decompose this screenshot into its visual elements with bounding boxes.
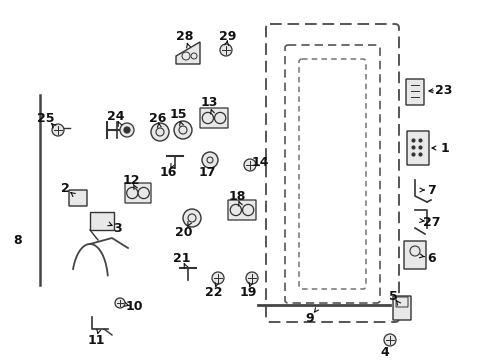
FancyBboxPatch shape xyxy=(403,241,425,269)
Circle shape xyxy=(115,298,125,308)
Circle shape xyxy=(182,52,190,60)
Text: 2: 2 xyxy=(61,181,69,194)
Text: 20: 20 xyxy=(175,226,192,239)
Text: 13: 13 xyxy=(200,96,217,109)
Text: 4: 4 xyxy=(380,346,388,360)
Circle shape xyxy=(138,188,149,199)
Text: 1: 1 xyxy=(440,141,448,154)
Circle shape xyxy=(383,334,395,346)
Circle shape xyxy=(174,121,192,139)
Text: 28: 28 xyxy=(176,30,193,42)
Text: 23: 23 xyxy=(434,84,452,96)
Text: 14: 14 xyxy=(251,156,268,168)
Text: 16: 16 xyxy=(159,166,176,180)
Circle shape xyxy=(156,128,163,136)
Circle shape xyxy=(191,53,197,59)
Text: 3: 3 xyxy=(113,221,122,234)
Text: 24: 24 xyxy=(107,111,124,123)
Circle shape xyxy=(214,112,225,123)
Circle shape xyxy=(245,272,258,284)
Text: 17: 17 xyxy=(198,166,215,180)
Circle shape xyxy=(179,126,186,134)
Text: 19: 19 xyxy=(239,287,256,300)
FancyBboxPatch shape xyxy=(406,131,428,165)
FancyBboxPatch shape xyxy=(69,190,87,206)
Text: 29: 29 xyxy=(219,30,236,42)
Circle shape xyxy=(202,152,218,168)
Text: 7: 7 xyxy=(427,184,435,197)
FancyBboxPatch shape xyxy=(227,200,256,220)
Circle shape xyxy=(187,214,196,222)
Circle shape xyxy=(52,124,64,136)
Circle shape xyxy=(202,112,213,123)
FancyBboxPatch shape xyxy=(125,183,151,203)
Circle shape xyxy=(124,127,130,133)
Text: 12: 12 xyxy=(122,174,140,186)
Polygon shape xyxy=(176,42,200,64)
Circle shape xyxy=(151,123,169,141)
Text: 18: 18 xyxy=(228,189,245,202)
Text: 6: 6 xyxy=(427,252,435,265)
Text: 21: 21 xyxy=(173,252,190,266)
Circle shape xyxy=(242,204,253,216)
Circle shape xyxy=(409,246,419,256)
Polygon shape xyxy=(90,212,114,230)
Circle shape xyxy=(206,157,213,163)
Text: 5: 5 xyxy=(388,289,397,302)
Circle shape xyxy=(220,44,231,56)
Circle shape xyxy=(120,123,134,137)
FancyBboxPatch shape xyxy=(200,108,227,128)
FancyBboxPatch shape xyxy=(405,79,423,105)
Text: 9: 9 xyxy=(305,311,314,324)
Circle shape xyxy=(244,159,256,171)
Circle shape xyxy=(212,272,224,284)
Text: 26: 26 xyxy=(149,112,166,125)
Text: 25: 25 xyxy=(37,112,55,125)
Text: 15: 15 xyxy=(169,108,186,122)
FancyBboxPatch shape xyxy=(392,296,410,320)
Text: 8: 8 xyxy=(14,234,22,247)
Circle shape xyxy=(183,209,201,227)
Circle shape xyxy=(126,188,138,199)
Circle shape xyxy=(230,204,241,216)
Text: 22: 22 xyxy=(205,287,223,300)
Text: 27: 27 xyxy=(423,216,440,229)
Text: 10: 10 xyxy=(125,301,142,314)
Text: 11: 11 xyxy=(87,333,104,346)
